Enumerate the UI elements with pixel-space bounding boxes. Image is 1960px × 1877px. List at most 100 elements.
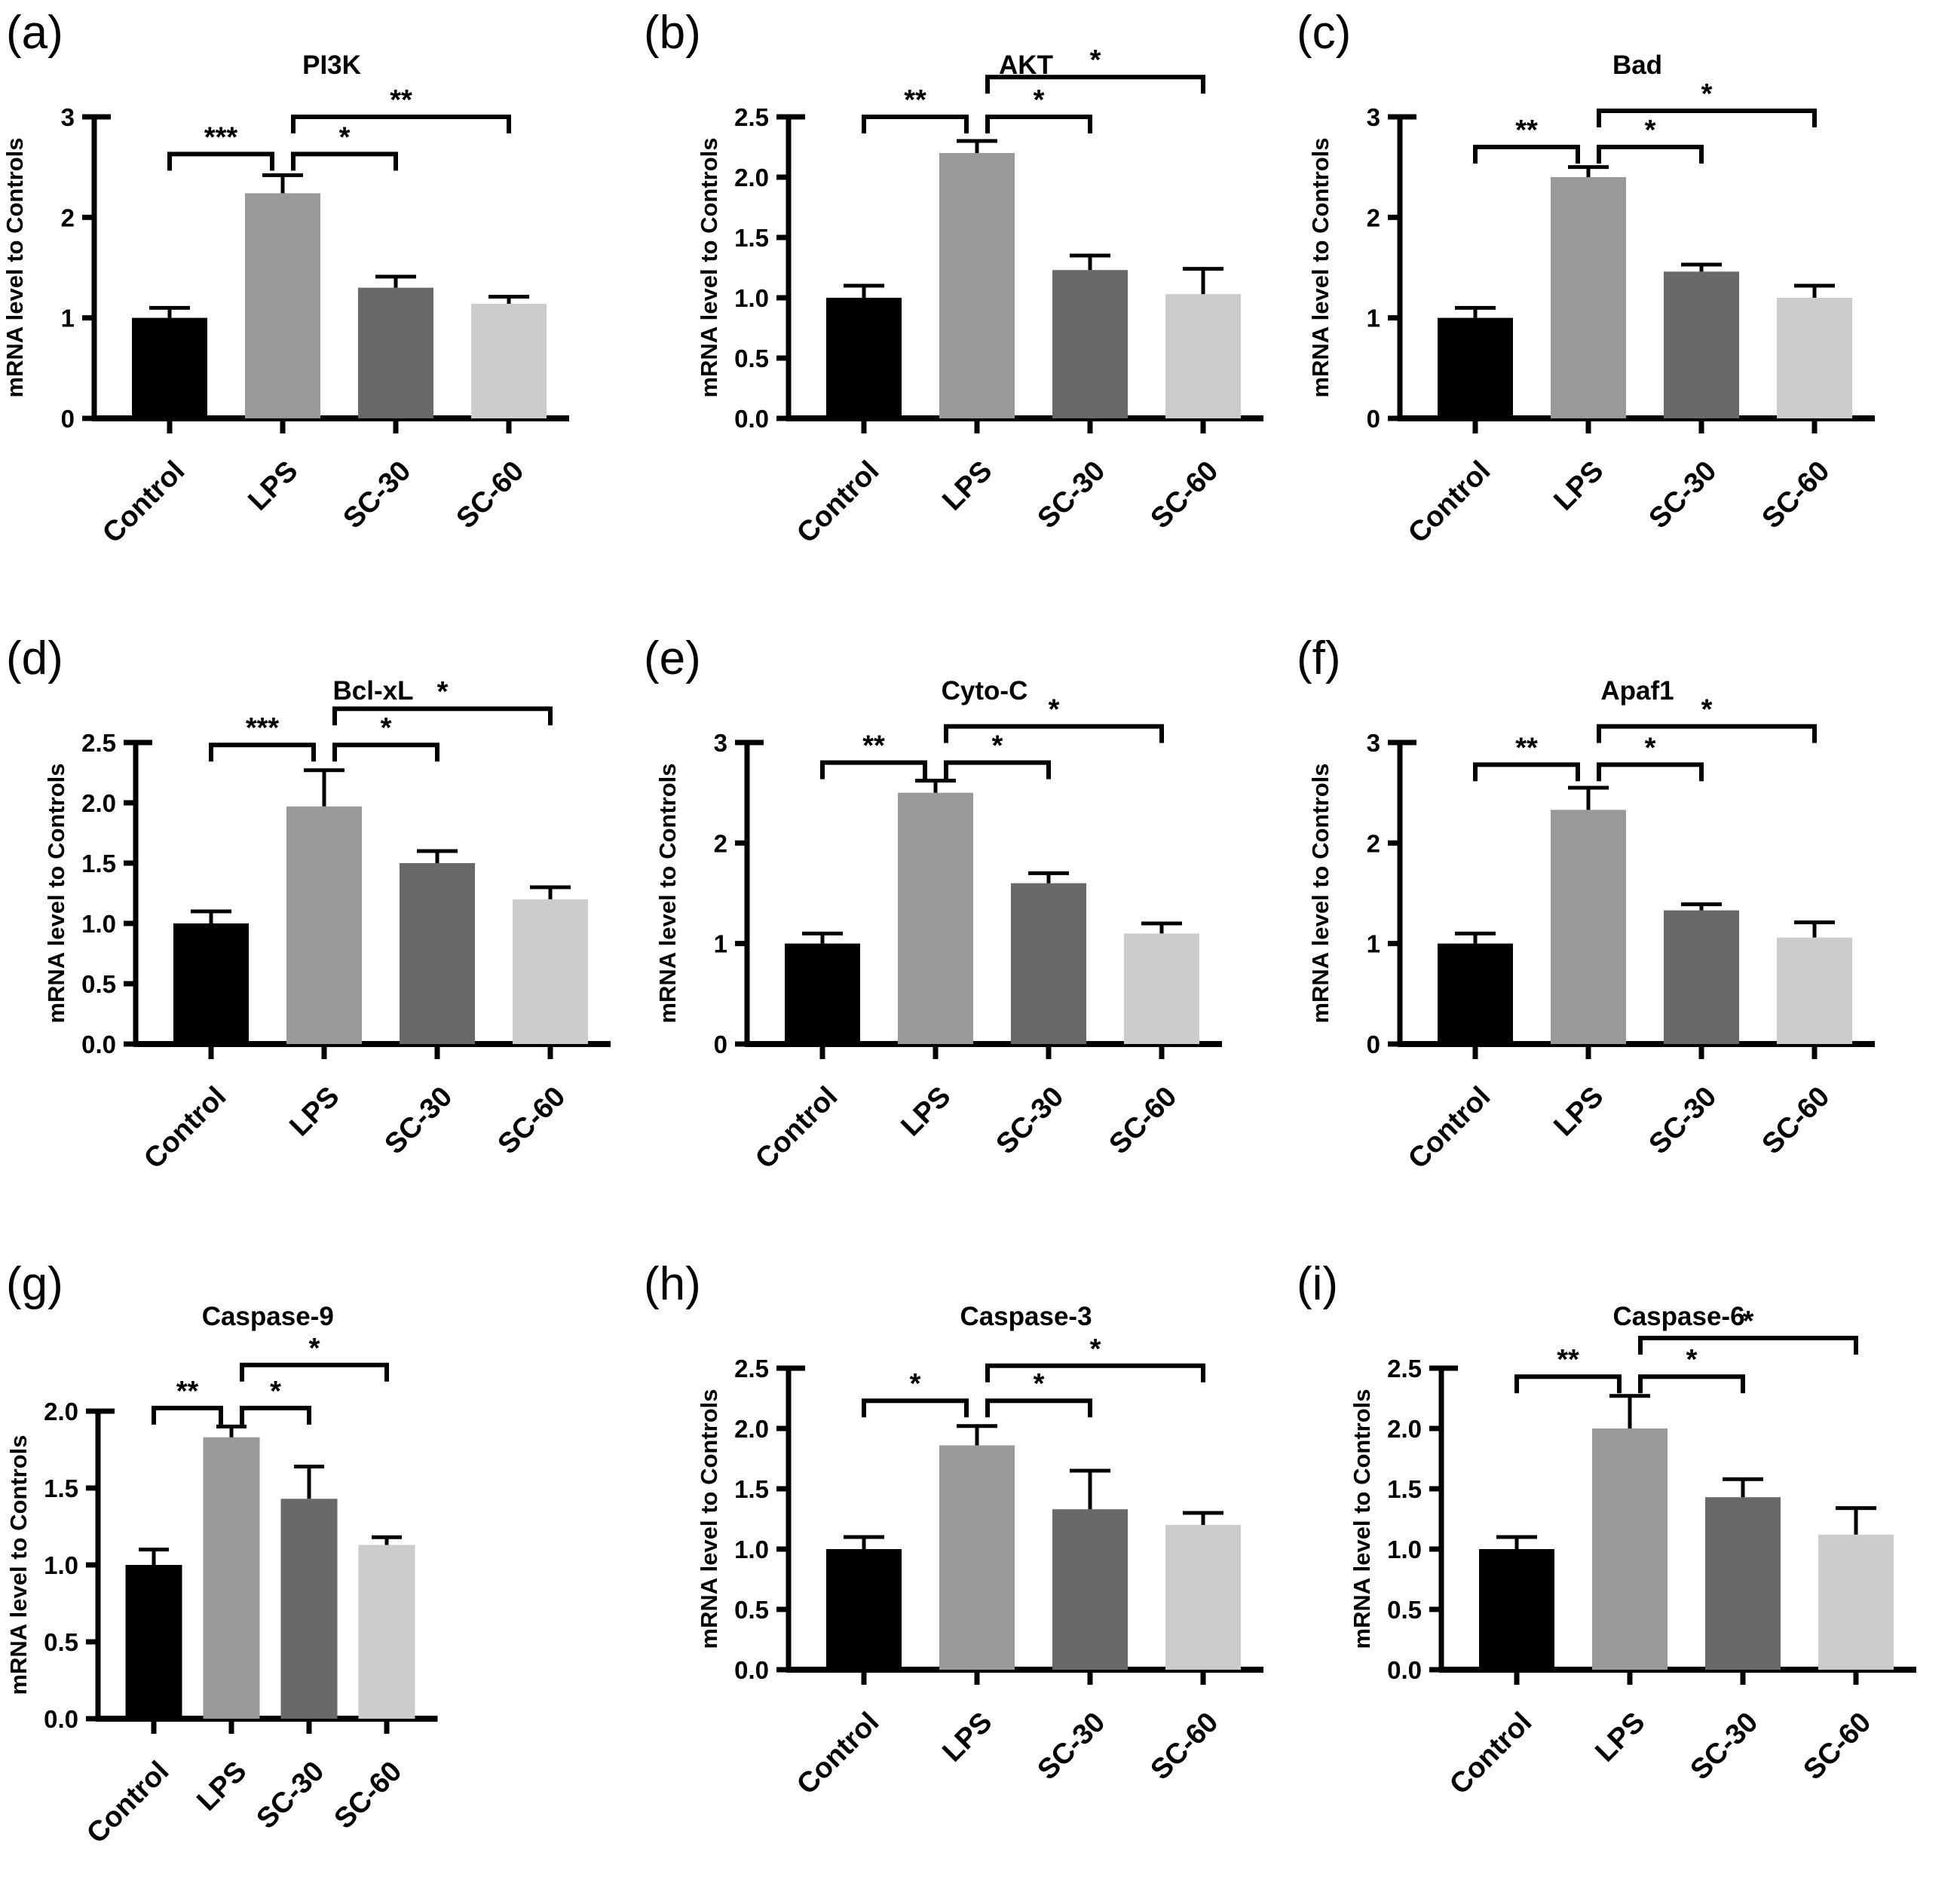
significance-bracket xyxy=(1473,145,1580,164)
bar-chart-svg: (c) Bad 0 1 2 3 Control LPS SC-30 SC-60 mRNA level… xyxy=(1297,7,1875,550)
x-category-label: LPS xyxy=(1589,1707,1651,1768)
panel-letter: (c) xyxy=(1297,7,1351,59)
y-tick-label: 0 xyxy=(61,405,75,433)
y-axis-label: mRNA level to Controls xyxy=(654,763,681,1023)
significance-bracket xyxy=(152,1405,223,1425)
x-category-label: Control xyxy=(749,1081,844,1175)
y-tick-label: 1.5 xyxy=(734,1475,769,1503)
significance-bracket xyxy=(167,152,274,171)
significance-stars: ** xyxy=(1557,1344,1579,1376)
bar-sc-60 xyxy=(471,304,547,418)
y-axis-label: mRNA level to Controls xyxy=(696,1389,722,1649)
y-tick-label: 0.5 xyxy=(734,1596,769,1624)
chart-title: Caspase-6 xyxy=(1612,1302,1744,1331)
panel-letter: (a) xyxy=(6,7,63,59)
bar-control xyxy=(1438,943,1513,1044)
significance-bracket xyxy=(209,743,316,762)
figure-panel-bcl-xl: (d) Bcl-xL 0.0 0.5 1.0 1.5 2.0 2.5 Control LPS SC-… xyxy=(0,626,653,1251)
y-axis-label: mRNA level to Controls xyxy=(1349,1389,1375,1649)
x-category-label: SC-60 xyxy=(1103,1081,1183,1161)
y-tick-label: 2.5 xyxy=(734,1355,769,1382)
panel-letter: (f) xyxy=(1297,632,1341,684)
y-tick-label: 2 xyxy=(61,204,75,231)
y-axis-label: mRNA level to Controls xyxy=(2,137,28,397)
bar-control xyxy=(826,1549,902,1670)
x-category-label: SC-30 xyxy=(1684,1707,1764,1787)
significance-stars: * xyxy=(437,676,449,708)
significance-stars: * xyxy=(1645,732,1656,764)
x-category-label: Control xyxy=(791,455,885,550)
figure-panel-pi3k: (a) PI3K 0 1 2 3 Control LPS SC-30 SC-60 mRNA leve… xyxy=(0,0,653,626)
significance-stars: ** xyxy=(390,84,412,116)
bar-sc-60 xyxy=(1165,294,1241,418)
significance-bracket xyxy=(1638,1336,1858,1355)
panel-letter: (g) xyxy=(6,1258,63,1310)
figure-panel-apaf1: (f) Apaf1 0 1 2 3 Control LPS SC-30 SC-60 mRNA lev… xyxy=(1297,626,1958,1251)
bar-sc-60 xyxy=(1777,298,1852,418)
y-tick-label: 1.0 xyxy=(734,284,769,312)
x-category-label: LPS xyxy=(283,1081,345,1143)
figure-panel-caspase-6: (i) Caspase-6 0.0 0.5 1.0 1.5 2.0 2.5 Control LPS… xyxy=(1297,1251,1958,1877)
y-tick-label: 2.5 xyxy=(81,729,116,757)
bar-control xyxy=(1479,1549,1554,1670)
panel-letter: (h) xyxy=(644,1258,701,1310)
y-tick-label: 2.0 xyxy=(1387,1415,1422,1443)
significance-bracket xyxy=(1473,762,1580,782)
significance-bracket xyxy=(1597,724,1817,743)
significance-bracket xyxy=(862,115,969,133)
figure-panel-akt: (b) AKT 0.0 0.5 1.0 1.5 2.0 2.5 Control LPS SC-30 S… xyxy=(644,0,1306,626)
panel-letter: (e) xyxy=(644,632,701,684)
significance-bracket xyxy=(820,760,927,779)
y-axis-label: mRNA level to Controls xyxy=(1307,137,1334,397)
y-axis-label: mRNA level to Controls xyxy=(696,137,722,397)
significance-bracket xyxy=(291,115,511,133)
bar-sc-60 xyxy=(1165,1525,1241,1670)
y-tick-label: 2.0 xyxy=(734,164,769,191)
x-category-label: SC-30 xyxy=(1031,1707,1111,1787)
significance-bracket xyxy=(862,1398,969,1418)
significance-bracket xyxy=(985,1398,1092,1418)
bar-sc-30 xyxy=(400,863,475,1044)
bar-sc-30 xyxy=(1705,1497,1781,1670)
bar-chart-svg: (f) Apaf1 0 1 2 3 Control LPS SC-30 SC-60 mRNA lev… xyxy=(1297,632,1875,1175)
y-tick-label: 3 xyxy=(1367,729,1380,757)
x-category-label: SC-60 xyxy=(1797,1707,1877,1787)
y-tick-label: 3 xyxy=(714,729,727,757)
bar-lps xyxy=(286,806,362,1044)
x-category-label: LPS xyxy=(936,455,998,517)
x-category-label: SC-60 xyxy=(450,455,530,535)
y-tick-label: 0.0 xyxy=(44,1705,78,1733)
y-tick-label: 2 xyxy=(1367,829,1380,857)
bar-lps xyxy=(898,792,973,1044)
x-category-label: SC-60 xyxy=(1756,1081,1836,1161)
significance-bracket xyxy=(1597,109,1817,127)
significance-stars: * xyxy=(309,1333,320,1364)
x-category-label: SC-30 xyxy=(1643,1081,1723,1161)
y-tick-label: 2.0 xyxy=(81,789,116,817)
figure-panel-bad: (c) Bad 0 1 2 3 Control LPS SC-30 SC-60 mRNA level… xyxy=(1297,0,1958,626)
significance-stars: * xyxy=(1034,1368,1045,1400)
significance-bracket xyxy=(944,724,1164,743)
y-tick-label: 0 xyxy=(714,1030,727,1058)
x-category-label: Control xyxy=(1444,1707,1538,1801)
figure-panel-caspase-3: (h) Caspase-3 0.0 0.5 1.0 1.5 2.0 2.5 Control LPS… xyxy=(644,1251,1306,1877)
x-category-label: Control xyxy=(138,1081,232,1175)
x-category-label: Control xyxy=(1402,455,1496,550)
x-category-label: SC-60 xyxy=(1144,1707,1224,1787)
y-tick-label: 2.0 xyxy=(44,1398,78,1425)
x-category-label: SC-60 xyxy=(1756,455,1836,535)
y-tick-label: 1.0 xyxy=(734,1536,769,1563)
bar-sc-30 xyxy=(1011,883,1086,1044)
y-tick-label: 3 xyxy=(61,103,75,131)
chart-title: Cyto-C xyxy=(942,676,1028,706)
significance-bracket xyxy=(240,1405,311,1425)
significance-stars: ** xyxy=(1515,732,1538,764)
significance-stars: * xyxy=(1645,115,1656,146)
significance-stars: ** xyxy=(176,1376,199,1407)
x-category-label: LPS xyxy=(895,1081,957,1143)
y-tick-label: 0.5 xyxy=(44,1628,78,1656)
x-category-label: LPS xyxy=(242,455,304,517)
